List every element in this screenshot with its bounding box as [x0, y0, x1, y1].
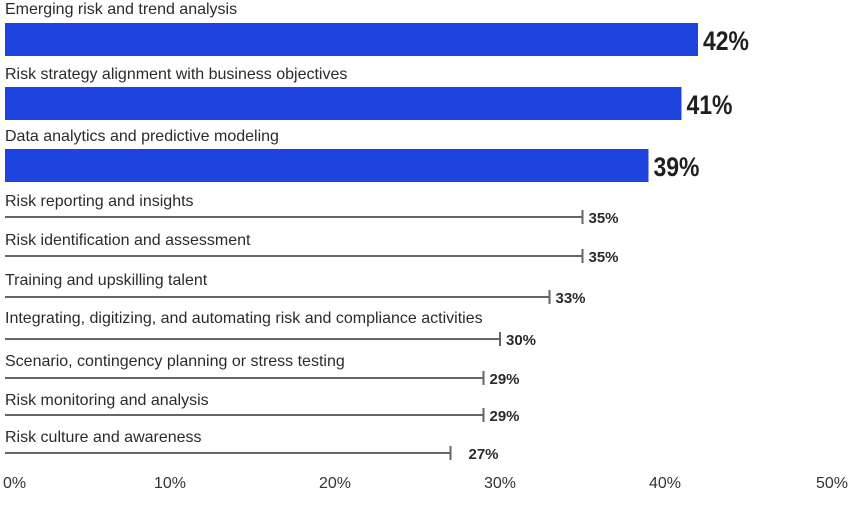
category-label: Scenario, contingency planning or stress…: [5, 353, 345, 370]
x-axis-tick-label: 50%: [816, 475, 848, 492]
x-axis-tick-label: 20%: [319, 475, 351, 492]
category-label: Risk identification and assessment: [5, 232, 251, 249]
x-axis-tick-label: 0%: [3, 475, 26, 492]
value-label: 35%: [589, 210, 619, 227]
value-label: 27%: [469, 446, 499, 463]
category-label: Training and upskilling talent: [5, 272, 208, 289]
bar: [5, 149, 649, 182]
category-label: Emerging risk and trend analysis: [5, 1, 237, 18]
category-label: Integrating, digitizing, and automating …: [5, 310, 483, 327]
category-label: Data analytics and predictive modeling: [5, 128, 279, 145]
value-label: 35%: [589, 249, 619, 266]
category-label: Risk monitoring and analysis: [5, 392, 209, 409]
bar: [5, 23, 698, 56]
value-label: 41%: [687, 90, 733, 120]
value-label: 42%: [703, 26, 749, 56]
x-axis-tick-label: 30%: [484, 475, 516, 492]
value-label: 33%: [556, 290, 586, 307]
x-axis-tick-label: 10%: [154, 475, 186, 492]
x-axis-tick-label: 40%: [649, 475, 681, 492]
category-label: Risk culture and awareness: [5, 429, 202, 446]
category-label: Risk strategy alignment with business ob…: [5, 66, 347, 83]
value-label: 29%: [490, 408, 520, 425]
bar: [5, 87, 682, 120]
value-label: 29%: [490, 371, 520, 388]
value-label: 39%: [654, 152, 700, 182]
category-label: Risk reporting and insights: [5, 193, 194, 210]
value-label: 30%: [506, 332, 536, 349]
